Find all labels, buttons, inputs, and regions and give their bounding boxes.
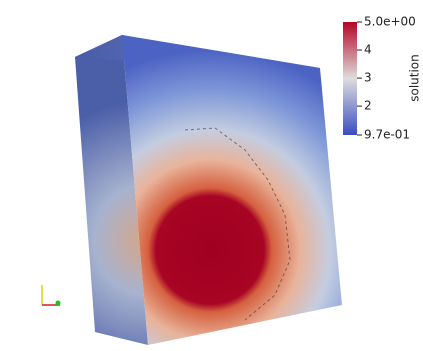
colorbar-tick-label: 2 (364, 99, 372, 113)
colorbar-tick-label: 3 (364, 71, 372, 85)
colorbar (343, 22, 357, 135)
box-side-face (75, 35, 148, 345)
colorbar-tick-label: 4 (364, 43, 372, 57)
colorbar-tick-label: 5.0e+00 (364, 15, 416, 29)
contour-edge (184, 127, 291, 321)
orientation-axes (41, 285, 61, 306)
colorbar-title: solution (408, 54, 422, 102)
box-front-face (122, 35, 342, 345)
colorbar-tick-label: 9.7e-01 (364, 128, 410, 142)
